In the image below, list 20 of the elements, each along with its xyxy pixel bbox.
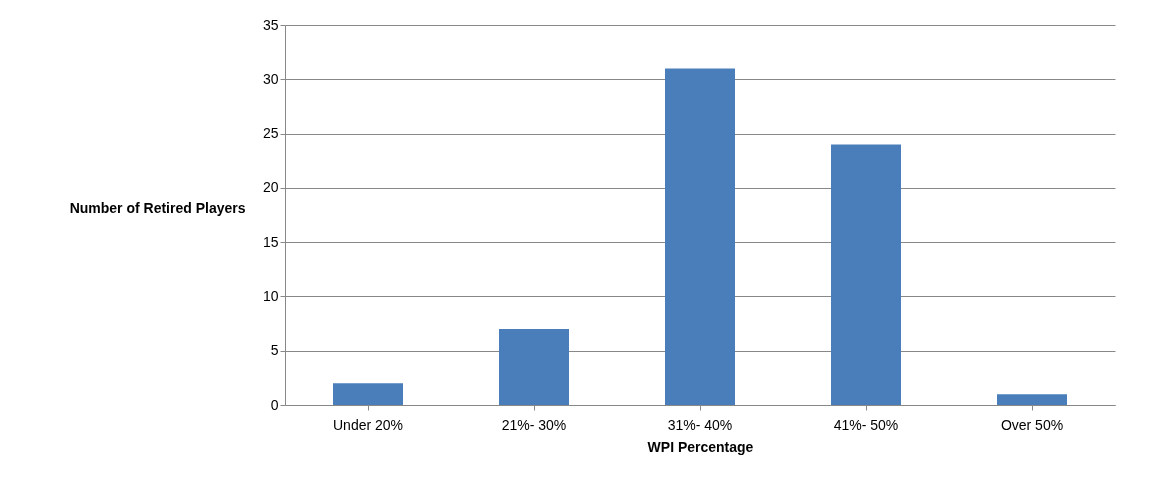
y-axis-title: Number of Retired Players: [69, 199, 246, 216]
x-tick-label: 21%- 30%: [501, 416, 567, 433]
bar: [333, 383, 403, 405]
bar: [831, 144, 901, 405]
bar: [997, 394, 1067, 405]
x-tick-label: Over 50%: [1000, 416, 1064, 433]
bar: [665, 68, 735, 405]
y-tick-label: 25: [262, 125, 279, 142]
x-axis-title: WPI Percentage: [647, 438, 754, 455]
bar: [499, 329, 569, 405]
y-tick-label: 35: [262, 16, 279, 33]
x-tick-label: Under 20%: [332, 416, 404, 433]
x-tick-label: 41%- 50%: [833, 416, 899, 433]
y-tick-label: 15: [262, 233, 279, 250]
y-tick-label: 20: [262, 179, 279, 196]
y-tick-label: 0: [270, 396, 279, 413]
x-tick-label: 31%- 40%: [667, 416, 733, 433]
y-tick-label: 10: [262, 287, 279, 304]
y-tick-label: 30: [262, 70, 279, 87]
y-tick-label: 5: [270, 342, 279, 359]
